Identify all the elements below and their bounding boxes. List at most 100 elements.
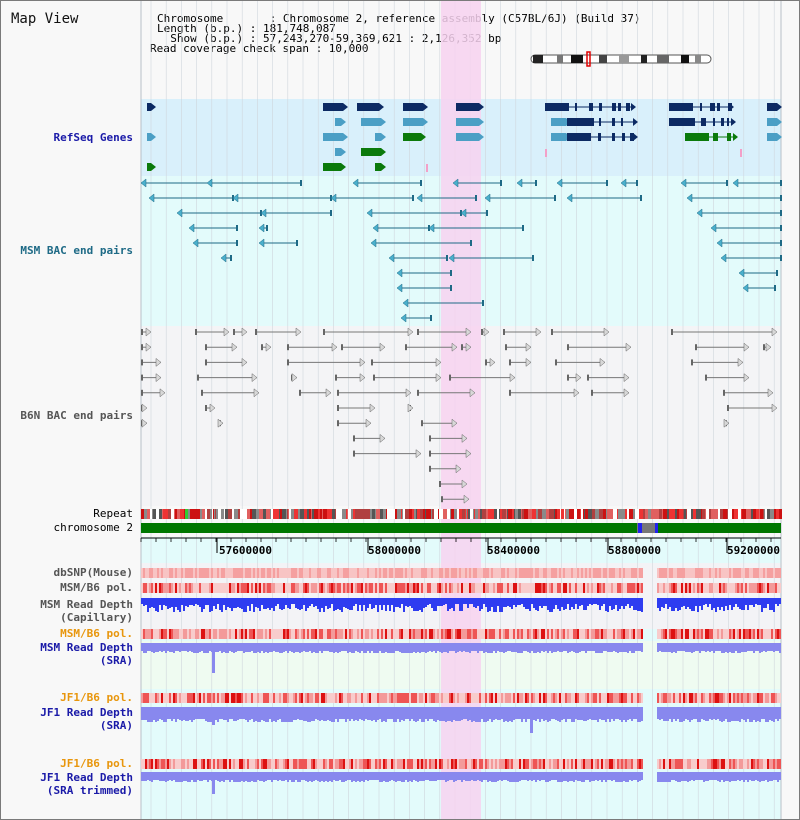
heat-cell — [527, 568, 529, 578]
heat-cell — [729, 629, 731, 639]
depth-bar — [337, 598, 339, 609]
heat-cell — [193, 693, 195, 703]
depth-bar — [517, 643, 519, 653]
depth-bar — [211, 598, 213, 611]
depth-bar — [609, 598, 611, 606]
depth-bar — [333, 772, 335, 780]
heat-cell — [741, 629, 743, 639]
depth-bar — [687, 643, 689, 652]
depth-bar — [427, 772, 429, 780]
depth-bar — [293, 772, 295, 782]
bac-end — [636, 180, 638, 186]
heat-cell — [623, 693, 625, 703]
heat-cell — [511, 759, 513, 769]
depth-bar — [313, 598, 315, 607]
heat-cell — [433, 759, 435, 769]
depth-bar — [175, 707, 177, 722]
heat-cell — [543, 583, 545, 593]
heat-cell — [177, 759, 179, 769]
depth-bar — [297, 598, 299, 609]
depth-bar — [435, 772, 437, 781]
depth-bar — [283, 643, 285, 652]
depth-bar — [259, 707, 261, 722]
b6n-bac-end-pairs[interactable] — [141, 327, 778, 519]
repeat-element — [478, 509, 480, 519]
depth-bar — [495, 772, 497, 782]
depth-bar — [373, 598, 375, 608]
depth-bar — [341, 598, 343, 612]
chromosome-bar[interactable] — [141, 523, 781, 533]
heat-cell — [187, 568, 189, 578]
heat-cell — [741, 583, 743, 593]
depth-bar — [507, 772, 509, 781]
heat-cell — [149, 568, 151, 578]
depth-bar — [603, 772, 605, 780]
depth-bar — [615, 707, 617, 719]
heat-cell — [557, 629, 559, 639]
repeat-element — [466, 509, 467, 519]
heat-cell — [583, 693, 585, 703]
heat-cell — [143, 759, 145, 769]
depth-bar — [257, 707, 259, 722]
bac-end — [449, 374, 451, 381]
heat-cell — [529, 629, 531, 639]
depth-bar — [239, 707, 241, 719]
heat-cell — [631, 693, 633, 703]
depth-bar — [527, 643, 529, 652]
depth-bar — [551, 707, 553, 719]
depth-bar — [477, 707, 479, 722]
repeat-element — [203, 509, 205, 519]
depth-bar — [457, 598, 459, 604]
depth-bar — [381, 643, 383, 653]
repeat-element — [423, 509, 425, 519]
depth-bar — [545, 772, 547, 782]
depth-bar — [757, 598, 759, 605]
depth-bar — [423, 598, 425, 608]
depth-bar — [347, 772, 349, 780]
depth-bar — [539, 643, 541, 653]
bac-end — [205, 405, 207, 411]
chromosome-ideogram[interactable] — [530, 51, 712, 67]
heat-cell — [531, 693, 533, 703]
repeat-element — [147, 509, 150, 519]
heat-cell — [171, 759, 173, 769]
depth-bar — [769, 707, 771, 720]
heat-cell — [557, 693, 559, 703]
repeat-element — [348, 509, 351, 519]
heat-cell — [419, 693, 421, 703]
heat-cell — [749, 629, 751, 639]
polymorphism-heat-strips[interactable] — [141, 568, 781, 769]
ideogram-position-marker — [586, 51, 591, 67]
repeat-element — [200, 509, 202, 519]
depth-bar — [151, 643, 153, 652]
bac-end — [720, 253, 727, 263]
depth-bar — [257, 643, 259, 652]
heat-cell — [223, 693, 225, 703]
heat-cell — [685, 693, 687, 703]
depth-bar — [687, 707, 689, 720]
heat-cell — [529, 759, 531, 769]
depth-bar — [565, 772, 567, 781]
depth-bar — [491, 707, 493, 722]
gene-exon — [147, 163, 151, 171]
depth-bar — [563, 643, 565, 651]
depth-bar — [357, 707, 359, 721]
heat-cell — [519, 693, 521, 703]
msm-bac-end-pairs[interactable] — [140, 178, 782, 323]
gene-exon — [147, 133, 151, 141]
heat-cell — [753, 759, 755, 769]
read-depth-tracks[interactable] — [141, 598, 781, 794]
heat-cell — [317, 759, 319, 769]
heat-cell — [373, 583, 375, 593]
depth-bar — [203, 707, 205, 719]
refseq-gene-features[interactable] — [147, 103, 782, 172]
depth-bar — [187, 707, 189, 721]
heat-cell — [543, 568, 545, 578]
heat-cell — [327, 759, 329, 769]
repeat-track[interactable] — [141, 509, 782, 519]
repeat-element — [603, 509, 606, 519]
depth-bar — [205, 598, 207, 605]
heat-cell — [717, 583, 719, 593]
depth-bar — [629, 772, 631, 780]
